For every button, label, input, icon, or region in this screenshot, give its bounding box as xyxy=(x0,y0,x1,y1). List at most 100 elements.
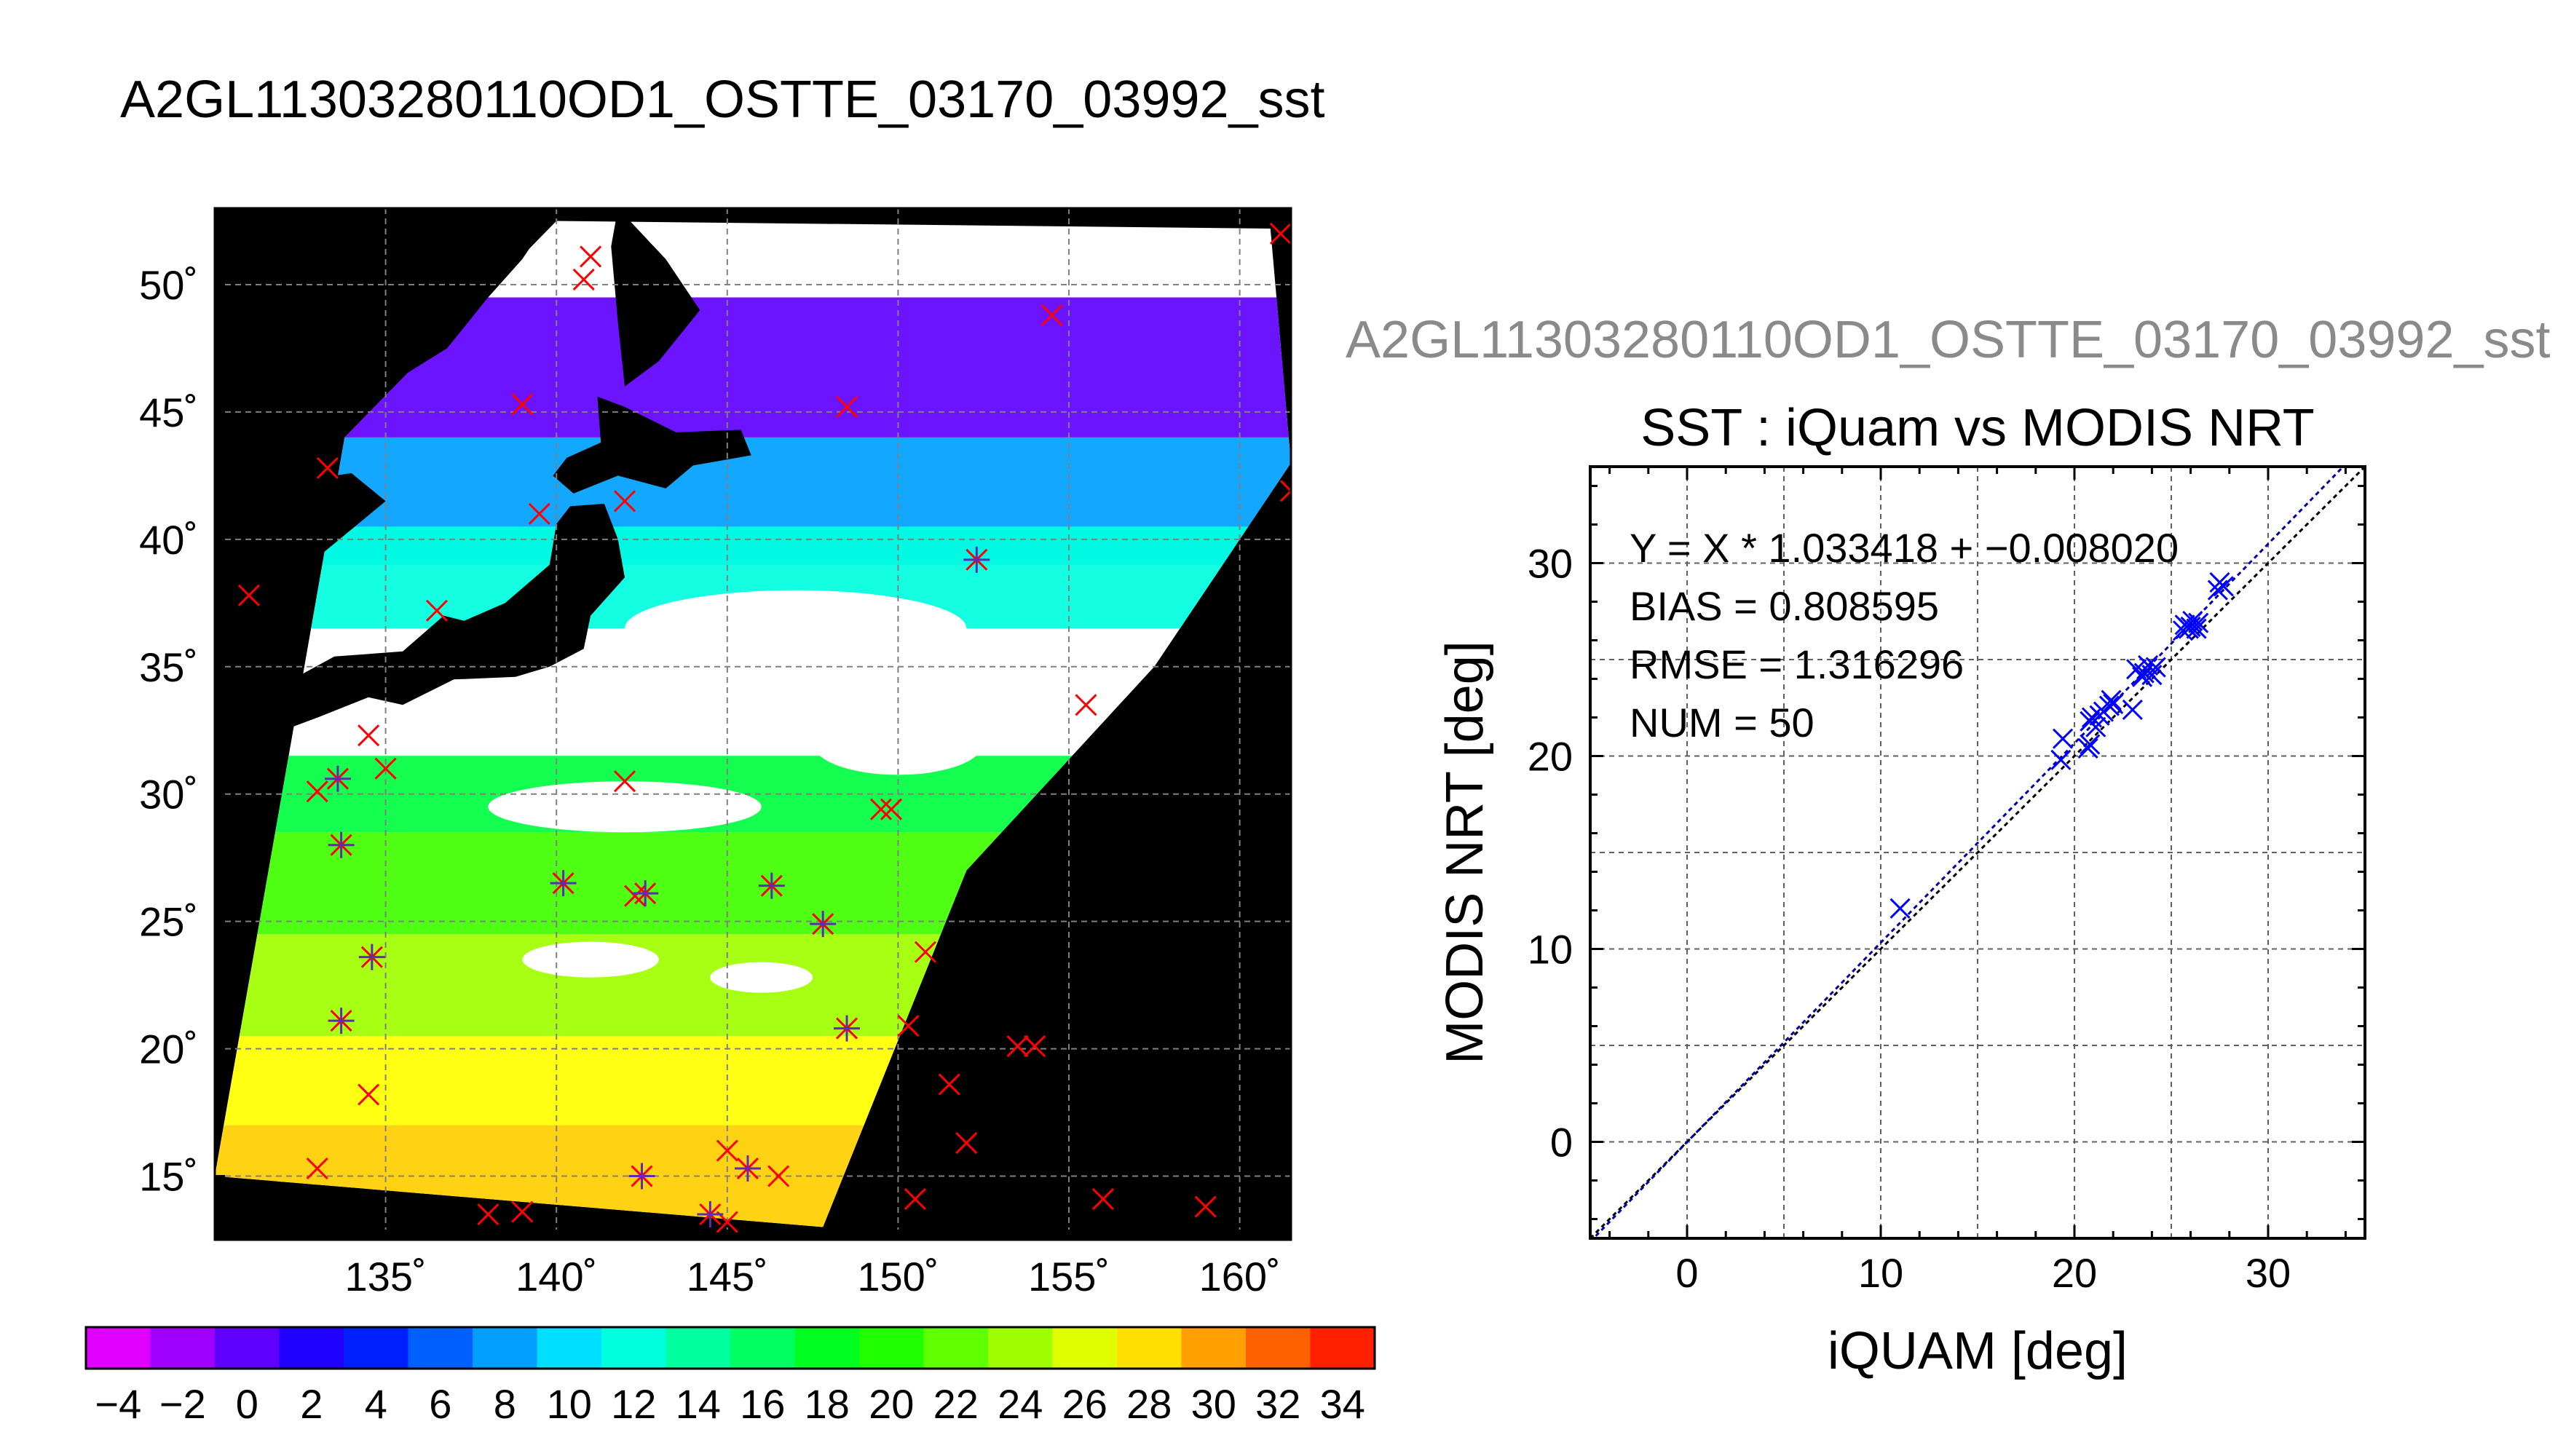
colorbar-tick-label: 32 xyxy=(1255,1381,1300,1427)
lon-tick-label: 160˚ xyxy=(1199,1254,1281,1299)
scatter-point xyxy=(2122,699,2143,720)
lon-tick-label: 150˚ xyxy=(857,1254,939,1299)
matchup-marker xyxy=(328,1008,355,1034)
in-situ-marker xyxy=(572,268,595,291)
in-situ-marker xyxy=(767,1165,790,1187)
in-situ-marker xyxy=(1194,1195,1217,1218)
matchup-marker xyxy=(834,1015,861,1042)
cloud-patch xyxy=(488,781,762,833)
colorbar-cell xyxy=(859,1327,925,1369)
in-situ-marker xyxy=(897,1015,920,1037)
lon-tick-label: 140˚ xyxy=(516,1254,597,1299)
in-situ-marker xyxy=(1040,304,1063,327)
colorbar-cell xyxy=(408,1327,473,1369)
x-tick-label: 20 xyxy=(2052,1250,2097,1296)
in-situ-marker xyxy=(511,1200,534,1223)
colorbar-cell xyxy=(1117,1327,1182,1369)
colorbar-tick-label: 34 xyxy=(1320,1381,1365,1427)
y-tick-label: 0 xyxy=(1550,1120,1573,1166)
colorbar-tick-label: 4 xyxy=(365,1381,387,1427)
in-situ-marker xyxy=(613,770,636,793)
matchup-marker xyxy=(632,880,659,907)
scatter-grid xyxy=(1590,467,2365,1238)
in-situ-marker xyxy=(306,780,328,803)
in-situ-marker xyxy=(358,724,380,747)
matchup-marker xyxy=(963,546,990,573)
in-situ-marker xyxy=(528,502,550,525)
matchup-marker xyxy=(550,870,577,897)
lat-tick-label: 15˚ xyxy=(139,1154,198,1200)
scatter-point xyxy=(2188,612,2209,633)
sst-colorbar: −4 −2 0 2 4 6 8 10 12 14 16 18 20 22 24 26 28 30 32 34 xyxy=(84,1326,1376,1427)
matchup-marker xyxy=(758,872,785,899)
colorbar-cell xyxy=(215,1327,280,1369)
in-situ-marker xyxy=(1006,1035,1029,1058)
in-situ-marker xyxy=(955,1131,978,1155)
scatter-point xyxy=(2186,618,2207,639)
lon-tick-label: 155˚ xyxy=(1028,1254,1110,1299)
colorbar-tick-label: 18 xyxy=(805,1381,850,1427)
colorbar-tick-label: 8 xyxy=(494,1381,516,1427)
colorbar-cell xyxy=(86,1327,151,1369)
colorbar-cell xyxy=(1310,1327,1375,1369)
cloud-patch xyxy=(522,941,659,978)
matchup-marker xyxy=(324,765,351,792)
fit-statistics: Y = X * 1.033418 + −0.008020 BIAS = 0.80… xyxy=(1630,525,2179,745)
colorbar-cell xyxy=(1052,1327,1118,1369)
map-grid xyxy=(215,208,1291,1240)
scatter-point xyxy=(2101,689,2122,711)
colorbar-cell xyxy=(923,1327,989,1369)
bias-value: BIAS = 0.808595 xyxy=(1630,583,1939,629)
matchup-markers xyxy=(324,546,990,1228)
y-axis-label: MODIS NRT [deg] xyxy=(1436,641,1494,1064)
colorbar-cell xyxy=(794,1327,860,1369)
matchup-marker xyxy=(358,943,385,970)
y-tick-label: 30 xyxy=(1528,541,1573,587)
identity-line xyxy=(1590,467,2365,1238)
colorbar-cell xyxy=(279,1327,344,1369)
fit-equation: Y = X * 1.033418 + −0.008020 xyxy=(1630,525,2179,571)
x-tick-label: 0 xyxy=(1675,1250,1698,1296)
in-situ-marker xyxy=(613,490,636,513)
colorbar-cell xyxy=(601,1327,667,1369)
lon-tick-label: 145˚ xyxy=(687,1254,768,1299)
in-situ-marker xyxy=(1279,480,1291,502)
colorbar-tick-label: 24 xyxy=(998,1381,1043,1427)
colorbar-cell xyxy=(1181,1327,1247,1369)
colorbar-tick-label: 6 xyxy=(429,1381,451,1427)
lat-tick-label: 35˚ xyxy=(139,644,198,690)
lon-tick-label: 135˚ xyxy=(345,1254,427,1299)
lat-tick-label: 20˚ xyxy=(139,1026,198,1072)
colorbar-cell xyxy=(988,1327,1054,1369)
lat-tick-label: 40˚ xyxy=(139,517,198,563)
colorbar-tick-label: 12 xyxy=(611,1381,656,1427)
colorbar-cell xyxy=(1246,1327,1311,1369)
map-title: A2GL11303280110OD1_OSTTE_03170_03992_sst xyxy=(120,71,1325,129)
in-situ-marker xyxy=(306,1157,328,1180)
in-situ-marker xyxy=(477,1203,499,1226)
lat-tick-label: 50˚ xyxy=(139,262,198,308)
x-tick-label: 30 xyxy=(2246,1250,2291,1296)
y-tick-label: 10 xyxy=(1528,927,1573,973)
matchup-marker xyxy=(328,831,355,858)
fit-line xyxy=(1592,467,2345,1238)
x-axis-label: iQUAM [deg] xyxy=(1828,1322,2128,1380)
scatter-point xyxy=(2080,734,2101,755)
scatter-point xyxy=(2052,728,2074,749)
sst-map-panel: 135˚ 140˚ 145˚ 150˚ 155˚ 160˚ 15˚ 20˚ 25˚ 30˚ 35˚… xyxy=(139,207,1292,1299)
in-situ-marker xyxy=(835,395,858,418)
land-mass xyxy=(215,503,625,761)
colorbar-cell xyxy=(666,1327,731,1369)
colorbar-tick-label: 14 xyxy=(676,1381,721,1427)
in-situ-marker xyxy=(1269,222,1291,245)
cloud-patch xyxy=(625,590,967,667)
lat-tick-label: 30˚ xyxy=(139,772,198,818)
colorbar-tick-label: 20 xyxy=(869,1381,914,1427)
scatter-frame xyxy=(1589,465,2366,1240)
colorbar-tick-label: −4 xyxy=(95,1381,141,1427)
in-situ-marker xyxy=(316,456,339,479)
land-mass xyxy=(553,396,751,494)
scatter-point xyxy=(2207,579,2228,601)
